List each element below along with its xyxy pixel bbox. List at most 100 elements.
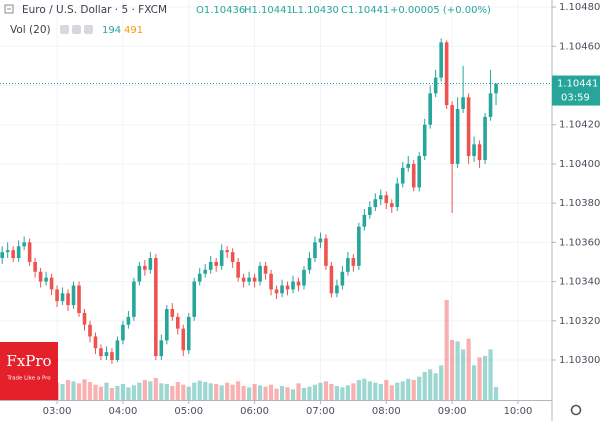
x-tick-label: 08:00 [372, 406, 401, 417]
volume-bar [76, 383, 82, 400]
volume-bar [186, 386, 191, 400]
candle-body [170, 309, 175, 317]
grid [0, 0, 552, 400]
volume-bar [197, 380, 202, 400]
settings-icon[interactable] [72, 25, 81, 34]
volume-bar [312, 384, 318, 400]
last-price-box [552, 75, 600, 106]
volume-bar [153, 378, 158, 400]
x-tick-label: 03:00 [43, 406, 72, 417]
header-value: L1.10430 [292, 5, 339, 16]
volume-bar [219, 385, 224, 400]
candle-body [219, 250, 224, 266]
volume-bar [93, 384, 98, 400]
candle-body [351, 258, 356, 266]
volume-bar [466, 338, 471, 400]
candle-body [461, 97, 465, 110]
header-value: H1.10441 [244, 5, 293, 16]
volume-bar [274, 388, 279, 400]
volume-bar [428, 369, 433, 400]
volume-bar [471, 365, 477, 400]
volume-bar [367, 381, 372, 400]
candle-body [285, 285, 290, 290]
volume-legend-icons[interactable] [60, 25, 93, 34]
candle-body [450, 105, 454, 164]
volume-bar [356, 380, 361, 400]
gear-icon[interactable] [570, 404, 582, 416]
volume-bar [493, 387, 499, 400]
settings-gear[interactable] [570, 404, 582, 416]
volume-pane [0, 300, 499, 400]
volume-bar [230, 384, 235, 400]
candle-body [444, 42, 449, 106]
volume-bar [362, 378, 367, 400]
volume-bar [301, 388, 307, 400]
volume-bar [104, 382, 109, 400]
candle-body [27, 242, 32, 262]
volume-bar [98, 386, 104, 400]
candle-body [291, 281, 295, 290]
candle-body [11, 250, 15, 259]
last-price-label: 1.10441 [557, 79, 598, 90]
volume-bar [115, 386, 120, 400]
volume-bar [384, 380, 389, 400]
candle-body [329, 265, 334, 294]
volume-bar [60, 384, 65, 400]
collapse-icon[interactable] [4, 4, 14, 14]
candle-body [379, 195, 383, 200]
candle-body [307, 258, 312, 270]
candle-body [494, 83, 498, 94]
volume-bar [241, 386, 246, 400]
volume-legend-value: 194 [102, 25, 121, 36]
candle-body [389, 203, 394, 208]
volume-bar [257, 385, 263, 400]
volume-bar [444, 300, 449, 400]
candle-body [472, 144, 476, 157]
volume-bar [323, 381, 329, 400]
header-value: O1.10436 [196, 5, 245, 16]
candle-body [225, 250, 229, 253]
volume-bar [175, 382, 180, 400]
x-tick-label: 05:00 [174, 406, 203, 417]
volume-bar [203, 382, 208, 400]
y-tick-label: 1.10400 [559, 159, 600, 170]
candle-body [88, 324, 92, 337]
volume-bar [411, 380, 416, 400]
volume-bar [159, 383, 164, 400]
candle-body [181, 328, 186, 351]
volume-bar [329, 384, 334, 400]
volume-bar [340, 387, 345, 400]
y-tick-label: 1.10460 [559, 41, 600, 52]
y-tick-label: 1.10320 [559, 316, 600, 327]
candle-body [324, 238, 328, 266]
volume-bar [455, 341, 460, 400]
volume-bar [247, 387, 252, 400]
volume-bar [236, 381, 241, 400]
overlay: FxPro Trade Like a Pro [0, 342, 58, 400]
volume-bar [439, 365, 444, 400]
candle-body [132, 281, 136, 317]
candle-body [143, 265, 147, 270]
candle-body [159, 340, 164, 357]
volume-bar [290, 389, 296, 400]
candle-body [0, 252, 4, 259]
volume-bar [373, 382, 378, 400]
x-tick-label: 10:00 [504, 406, 533, 417]
volume-bar [482, 356, 488, 400]
candle-body [126, 316, 131, 325]
volume-bar [461, 349, 466, 400]
volume-bar [422, 372, 427, 400]
candle-body [16, 246, 21, 259]
chart-title: Euro / U.S. Dollar · 5 · FXCM [22, 4, 167, 16]
volume-legend-ma: 491 [124, 25, 143, 36]
candle-body [121, 324, 125, 341]
close-icon[interactable] [84, 25, 93, 34]
header-value: +0.00005 (+0.00%) [390, 5, 491, 16]
candle-body [406, 163, 411, 168]
eye-icon[interactable] [60, 25, 69, 34]
candle-body [236, 261, 240, 278]
candle-body [99, 348, 103, 357]
volume-bar [400, 381, 405, 400]
candle-body [71, 285, 76, 306]
